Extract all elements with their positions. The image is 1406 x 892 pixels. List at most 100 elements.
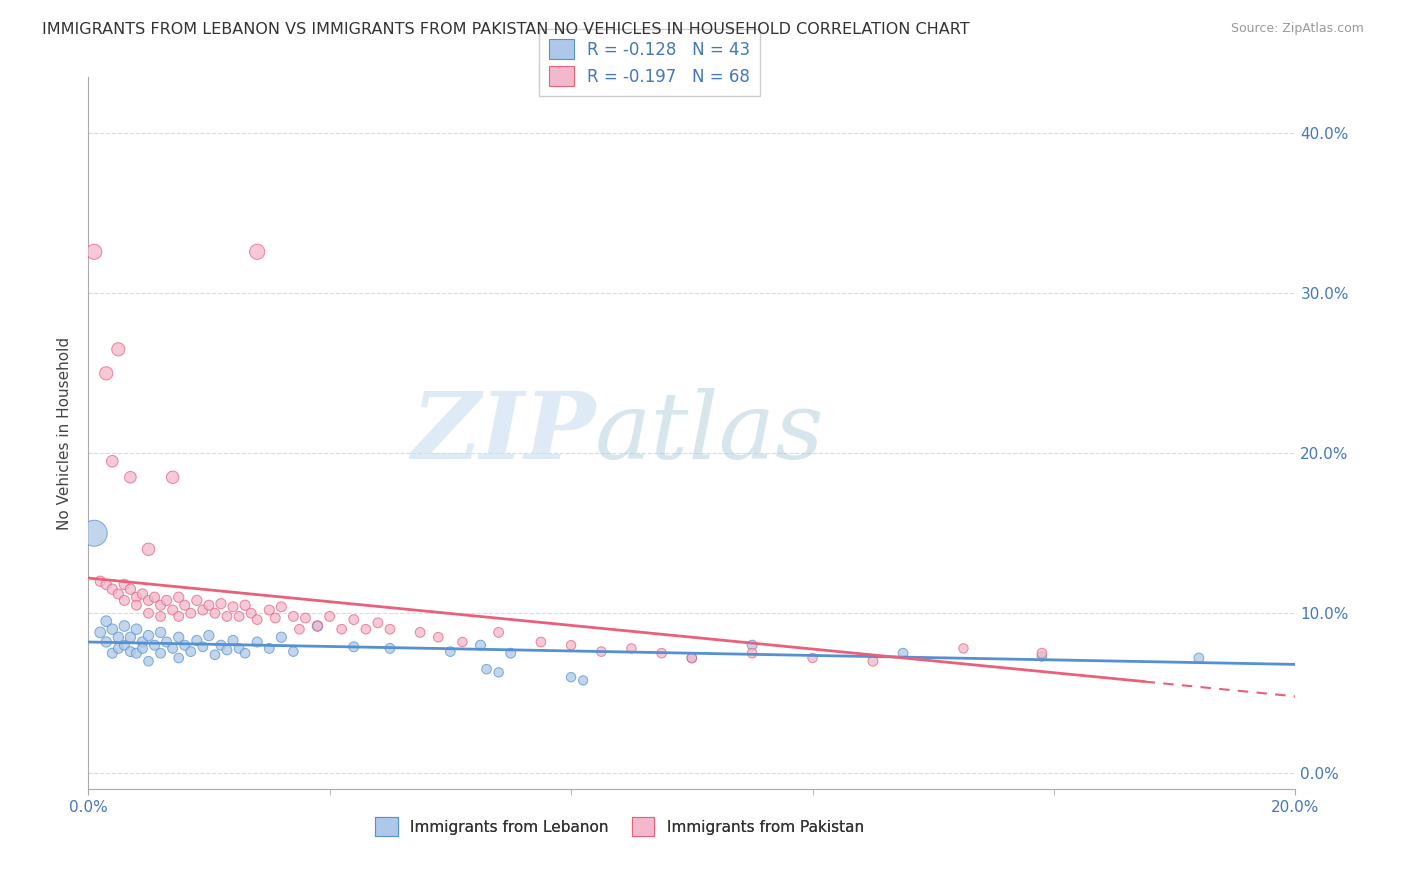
Point bbox=[101, 622, 124, 636]
Point bbox=[138, 542, 160, 557]
Point bbox=[143, 638, 166, 652]
Point bbox=[651, 646, 673, 660]
Point bbox=[354, 622, 377, 636]
Point bbox=[560, 638, 582, 652]
Point bbox=[862, 654, 884, 668]
Point bbox=[131, 587, 153, 601]
Point bbox=[439, 644, 461, 658]
Point bbox=[149, 646, 172, 660]
Text: Source: ZipAtlas.com: Source: ZipAtlas.com bbox=[1230, 22, 1364, 36]
Point bbox=[112, 619, 135, 633]
Point bbox=[215, 643, 238, 657]
Point bbox=[89, 574, 111, 589]
Point bbox=[741, 638, 763, 652]
Point bbox=[112, 593, 135, 607]
Point bbox=[138, 654, 160, 668]
Point bbox=[112, 577, 135, 591]
Point bbox=[89, 625, 111, 640]
Point bbox=[215, 609, 238, 624]
Point bbox=[222, 599, 245, 614]
Point bbox=[180, 606, 202, 620]
Point bbox=[343, 640, 366, 654]
Point bbox=[180, 644, 202, 658]
Point bbox=[167, 591, 190, 605]
Point bbox=[409, 625, 432, 640]
Point bbox=[143, 591, 166, 605]
Point bbox=[173, 598, 195, 612]
Point bbox=[156, 593, 179, 607]
Point bbox=[209, 597, 232, 611]
Point bbox=[378, 641, 401, 656]
Point bbox=[107, 641, 129, 656]
Point bbox=[198, 629, 221, 643]
Point bbox=[101, 582, 124, 597]
Point bbox=[741, 646, 763, 660]
Point bbox=[307, 619, 329, 633]
Point bbox=[96, 635, 118, 649]
Point bbox=[681, 651, 703, 665]
Point bbox=[167, 630, 190, 644]
Point bbox=[167, 651, 190, 665]
Point bbox=[162, 603, 184, 617]
Point bbox=[125, 591, 148, 605]
Point bbox=[125, 622, 148, 636]
Point bbox=[560, 670, 582, 684]
Point bbox=[204, 606, 226, 620]
Point bbox=[191, 603, 214, 617]
Point bbox=[427, 630, 450, 644]
Point bbox=[120, 644, 142, 658]
Y-axis label: No Vehicles in Household: No Vehicles in Household bbox=[58, 336, 72, 530]
Point bbox=[330, 622, 353, 636]
Point bbox=[156, 635, 179, 649]
Point bbox=[530, 635, 553, 649]
Point bbox=[257, 603, 280, 617]
Point bbox=[246, 244, 269, 259]
Point bbox=[451, 635, 474, 649]
Point bbox=[283, 609, 305, 624]
Point bbox=[186, 593, 208, 607]
Text: ZIP: ZIP bbox=[411, 388, 595, 478]
Point bbox=[378, 622, 401, 636]
Point bbox=[246, 635, 269, 649]
Legend: Immigrants from Lebanon, Immigrants from Pakistan: Immigrants from Lebanon, Immigrants from… bbox=[368, 811, 870, 842]
Point bbox=[681, 651, 703, 665]
Point bbox=[318, 609, 340, 624]
Point bbox=[233, 598, 256, 612]
Point bbox=[83, 244, 105, 259]
Point bbox=[499, 646, 522, 660]
Point bbox=[96, 577, 118, 591]
Point bbox=[131, 641, 153, 656]
Point bbox=[343, 613, 366, 627]
Point bbox=[131, 635, 153, 649]
Point bbox=[1031, 649, 1053, 664]
Point bbox=[209, 638, 232, 652]
Point bbox=[173, 638, 195, 652]
Point bbox=[488, 665, 510, 680]
Point bbox=[101, 454, 124, 468]
Point bbox=[475, 662, 498, 676]
Point bbox=[246, 613, 269, 627]
Point bbox=[228, 641, 250, 656]
Point bbox=[283, 644, 305, 658]
Point bbox=[572, 673, 595, 688]
Point bbox=[294, 611, 316, 625]
Point bbox=[120, 582, 142, 597]
Point bbox=[107, 630, 129, 644]
Point bbox=[112, 638, 135, 652]
Point bbox=[120, 470, 142, 484]
Point bbox=[96, 367, 118, 381]
Point bbox=[240, 606, 263, 620]
Point bbox=[470, 638, 492, 652]
Point bbox=[591, 644, 613, 658]
Point bbox=[620, 641, 643, 656]
Point bbox=[83, 526, 105, 541]
Text: IMMIGRANTS FROM LEBANON VS IMMIGRANTS FROM PAKISTAN NO VEHICLES IN HOUSEHOLD COR: IMMIGRANTS FROM LEBANON VS IMMIGRANTS FR… bbox=[42, 22, 970, 37]
Point bbox=[488, 625, 510, 640]
Point bbox=[198, 598, 221, 612]
Point bbox=[162, 641, 184, 656]
Point bbox=[233, 646, 256, 660]
Point bbox=[138, 629, 160, 643]
Point bbox=[264, 611, 287, 625]
Point bbox=[257, 641, 280, 656]
Point bbox=[149, 598, 172, 612]
